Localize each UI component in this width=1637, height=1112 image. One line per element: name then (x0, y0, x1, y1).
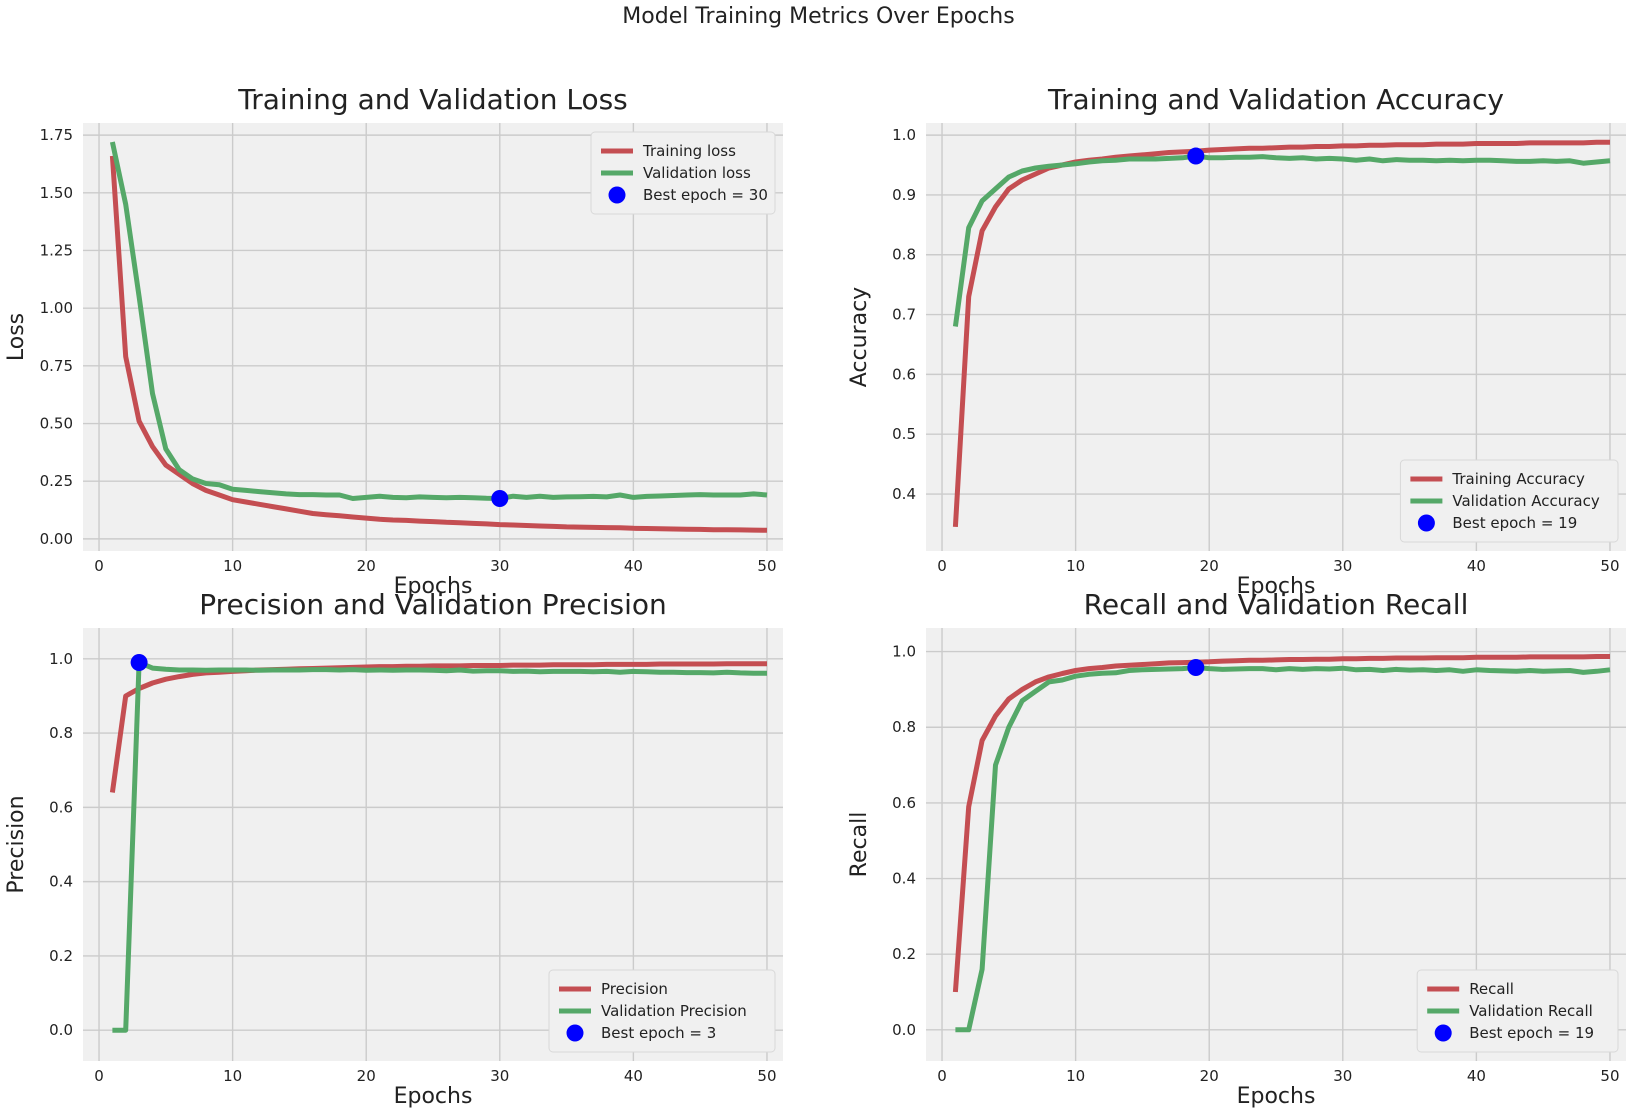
y-tick-label: 0.25 (40, 472, 73, 490)
y-tick-label: 0.4 (892, 870, 916, 888)
x-tick-label: 40 (624, 1067, 643, 1085)
figure-title: Model Training Metrics Over Epochs (622, 4, 1015, 29)
x-tick-label: 40 (1467, 557, 1486, 575)
x-tick-label: 10 (1066, 1067, 1085, 1085)
legend-label: Precision (601, 980, 668, 998)
x-axis-label: Epochs (394, 574, 473, 599)
best-epoch-point (491, 490, 509, 508)
legend-label: Training loss (642, 142, 736, 160)
y-tick-label: 0.4 (892, 485, 916, 503)
legend-label: Best epoch = 30 (643, 186, 768, 204)
legend-label: Best epoch = 19 (1452, 514, 1577, 532)
x-tick-label: 50 (757, 557, 776, 575)
y-axis-label: Accuracy (847, 287, 872, 387)
chart-title: Training and Validation Accuracy (1047, 83, 1504, 116)
series-line (955, 665, 1611, 1033)
series-line (952, 153, 1611, 327)
x-tick-label: 30 (490, 557, 509, 575)
legend-label: Best epoch = 19 (1469, 1024, 1594, 1042)
y-tick-label: 0.00 (40, 530, 73, 548)
y-axis-label: Recall (847, 812, 872, 878)
x-tick-label: 0 (937, 1067, 947, 1085)
x-tick-label: 30 (1333, 557, 1352, 575)
x-tick-label: 40 (624, 557, 643, 575)
legend-label: Best epoch = 3 (601, 1024, 716, 1042)
legend-label: Validation Recall (1469, 1002, 1593, 1020)
x-tick-label: 50 (1600, 557, 1619, 575)
x-tick-label: 30 (1333, 1067, 1352, 1085)
y-tick-label: 1.0 (892, 643, 916, 661)
y-tick-label: 1.00 (40, 299, 73, 317)
y-tick-label: 0.8 (49, 724, 73, 742)
x-tick-label: 50 (757, 1067, 776, 1085)
x-tick-label: 10 (223, 1067, 242, 1085)
y-axis-label: Loss (4, 313, 29, 361)
y-tick-label: 0.4 (49, 873, 73, 891)
x-tick-label: 40 (1467, 1067, 1486, 1085)
legend-box (1416, 969, 1619, 1053)
x-tick-label: 50 (1600, 1067, 1619, 1085)
x-tick-label: 0 (937, 557, 947, 575)
y-tick-label: 0.8 (892, 718, 916, 736)
legend-label: Validation Accuracy (1452, 492, 1599, 510)
y-tick-label: 0.8 (892, 246, 916, 264)
series-line (112, 660, 767, 1033)
y-tick-label: 1.50 (40, 184, 73, 202)
y-tick-label: 0.6 (892, 794, 916, 812)
series-line (109, 141, 768, 501)
y-axis-label: Precision (4, 795, 29, 893)
legend-marker (608, 186, 626, 204)
best-epoch-point (130, 654, 148, 672)
y-tick-label: 0.50 (40, 415, 73, 433)
legend-box (1399, 459, 1619, 543)
chart-title: Precision and Validation Precision (199, 588, 667, 621)
y-tick-label: 0.5 (892, 425, 916, 443)
series-line (952, 654, 1610, 993)
y-tick-label: 0.75 (40, 357, 73, 375)
chart-title: Training and Validation Loss (237, 83, 628, 116)
legend-marker (566, 1024, 584, 1042)
y-tick-label: 0.6 (49, 798, 73, 816)
y-tick-label: 0.0 (892, 1021, 916, 1039)
x-tick-label: 20 (357, 1067, 376, 1085)
x-tick-label: 20 (1200, 1067, 1219, 1085)
x-axis-label: Epochs (1237, 574, 1316, 599)
legend-label: Training Accuracy (1451, 470, 1585, 488)
x-tick-label: 10 (223, 557, 242, 575)
y-tick-label: 0.0 (49, 1021, 73, 1039)
x-tick-label: 0 (94, 1067, 104, 1085)
y-tick-label: 0.2 (49, 947, 73, 965)
y-tick-label: 0.7 (892, 306, 916, 324)
y-tick-label: 1.75 (40, 126, 73, 144)
x-axis-label: Epochs (1237, 1084, 1316, 1109)
y-tick-label: 0.9 (892, 186, 916, 204)
x-tick-label: 0 (94, 557, 104, 575)
legend-marker (1434, 1024, 1452, 1042)
y-tick-label: 0.6 (892, 365, 916, 383)
legend-label: Validation loss (643, 164, 751, 182)
legend-box (590, 131, 776, 215)
x-tick-label: 30 (490, 1067, 509, 1085)
legend-box (548, 969, 776, 1053)
y-tick-label: 1.0 (892, 126, 916, 144)
best-epoch-point (1187, 658, 1205, 676)
legend-label: Validation Precision (601, 1002, 747, 1020)
x-tick-label: 20 (1200, 557, 1219, 575)
best-epoch-point (1187, 147, 1205, 165)
legend-marker (1417, 514, 1435, 532)
legend-label: Recall (1469, 980, 1514, 998)
y-tick-label: 1.0 (49, 650, 73, 668)
y-tick-label: 1.25 (40, 241, 73, 259)
chart-title: Recall and Validation Recall (1084, 588, 1469, 621)
x-tick-label: 20 (357, 557, 376, 575)
x-axis-label: Epochs (394, 1084, 473, 1109)
series-line (109, 155, 768, 533)
x-tick-label: 10 (1066, 557, 1085, 575)
y-tick-label: 0.2 (892, 945, 916, 963)
